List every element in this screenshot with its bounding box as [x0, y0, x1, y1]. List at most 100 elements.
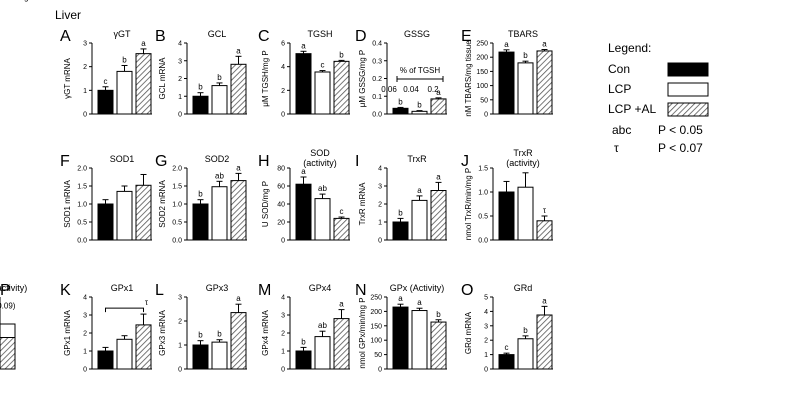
significance-letter: b — [198, 331, 203, 340]
y-tick-label: 1.5 — [77, 184, 87, 191]
y-tick-label: 150 — [476, 69, 488, 76]
bar-con — [392, 306, 409, 370]
y-tick-label: 4 — [378, 166, 382, 173]
bar-lcp-al — [230, 180, 247, 241]
bar-con — [97, 350, 114, 370]
bar-lcp-al — [135, 53, 152, 115]
significance-letter: a — [236, 46, 241, 55]
y-tick-label: 50 — [480, 97, 488, 104]
bar-con — [97, 89, 114, 115]
significance-letter: b — [339, 50, 344, 59]
bar-con — [392, 107, 409, 115]
significance-letter: c — [104, 77, 108, 86]
chart-f: F SOD1 0.0 0.5 1.0 1.5 2.0 SOD1 mRNA — [60, 153, 152, 245]
significance-letter: ab — [318, 321, 327, 330]
legend-note-symbol-tau: τ — [614, 141, 619, 155]
significance-letter: τ — [543, 206, 547, 215]
legend-title: Legend: — [608, 41, 651, 55]
annotation-value: 0.04 — [403, 85, 419, 94]
y-tick-label: 0 — [83, 112, 87, 119]
y-tick-label: 2 — [178, 319, 182, 326]
chart-title: SOD1 — [110, 154, 135, 164]
y-tick-label: 100 — [476, 83, 488, 90]
y-tick-label: 2 — [378, 202, 382, 209]
y-tick-label: 0 — [178, 112, 182, 119]
y-tick-label: 1.5 — [172, 184, 182, 191]
y-tick-label: 3 — [281, 313, 285, 320]
panel-letter: M — [258, 282, 271, 299]
y-tick-label: 4 — [83, 295, 87, 302]
annotation-value: 0.06 — [381, 85, 397, 94]
y-tick-label: 4 — [178, 41, 182, 48]
bar-lcp-al — [230, 312, 247, 370]
y-tick-label: 0 — [83, 367, 87, 374]
significance-letter: a — [504, 40, 509, 49]
legend-swatch-con — [667, 62, 709, 77]
bar-con — [192, 344, 209, 370]
bar-lcp-al — [536, 220, 553, 241]
y-axis-label: GPx1 mRNA — [63, 309, 72, 355]
bracket-label: (P=0.09) — [0, 302, 16, 311]
bar-lcp-al — [430, 321, 447, 370]
significance-letter: a — [436, 88, 441, 97]
y-axis-label: nmol GRd/min/mg P — [0, 0, 36, 2]
y-tick-label: 4 — [484, 309, 488, 316]
y-tick-label: 2 — [484, 338, 488, 345]
y-axis-label: GPx4 mRNA — [261, 309, 270, 355]
annotation-value: 0.2 — [427, 85, 439, 94]
y-tick-label: 0.5 — [77, 220, 87, 227]
bar-con — [498, 51, 515, 115]
chart-o: O GRd 0 1 2 3 4 5 GRd mRNA c b a — [461, 282, 553, 374]
chart-i: I TrxR 0 1 2 3 4 TrxR mRNA b a a — [355, 153, 447, 245]
significance-letter: a — [542, 40, 547, 49]
significance-letter: a — [417, 298, 422, 307]
y-tick-label: 1 — [83, 349, 87, 356]
significance-letter: b — [523, 51, 528, 60]
y-axis-label: μM TGSH/mg P — [261, 50, 270, 106]
bar-con — [498, 191, 515, 241]
y-tick-label: 0 — [378, 238, 382, 245]
chart-b: B GCL 0 1 2 3 4 GCL mRNA b b a — [155, 28, 247, 119]
y-axis-label: γGT mRNA — [63, 57, 72, 98]
bar-lcp-al — [536, 50, 553, 115]
bar-lcp — [116, 70, 133, 115]
chart-h: H SOD(activity) 0 20 40 60 80 U SOD/mg P a ab c — [258, 148, 350, 245]
y-tick-label: 1 — [83, 88, 87, 95]
y-tick-label: 1 — [378, 220, 382, 227]
y-tick-label: 1 — [281, 349, 285, 356]
significance-letter: a — [301, 41, 306, 50]
y-tick-label: 3 — [83, 41, 87, 48]
bar-lcp — [517, 338, 534, 370]
chart-l: L GPx3 0 1 2 3 GPx3 mRNA b b a — [155, 282, 247, 374]
y-tick-label: 1.0 — [172, 202, 182, 209]
legend-note-text-abc: P < 0.05 — [658, 123, 703, 137]
significance-letter: b — [523, 326, 528, 335]
bar-con — [192, 95, 209, 115]
bar-lcp — [211, 341, 228, 370]
chart-title: GPx1 — [111, 283, 134, 293]
y-tick-label: 250 — [370, 295, 382, 302]
bar-lcp-al — [430, 98, 447, 115]
y-tick-label: 3 — [178, 295, 182, 302]
bar-lcp-al — [230, 63, 247, 115]
y-tick-label: 0 — [178, 367, 182, 374]
panel-letter: I — [355, 153, 359, 170]
bar-lcp-al — [333, 318, 350, 370]
y-tick-label: 3 — [378, 184, 382, 191]
y-tick-label: 100 — [370, 338, 382, 345]
bar-con — [498, 354, 515, 370]
y-tick-label: 2.0 — [77, 166, 87, 173]
panel-letter: N — [355, 282, 367, 299]
y-axis-label: SOD1 mRNA — [63, 180, 72, 228]
y-tick-label: 1.0 — [478, 190, 488, 197]
significance-letter: ab — [215, 171, 224, 180]
significance-letter: b — [398, 97, 403, 106]
bar-con — [295, 350, 312, 370]
y-tick-label: 4 — [281, 64, 285, 71]
significance-letter: b — [301, 337, 306, 346]
chart-title: SOD — [310, 148, 330, 158]
y-tick-label: 80 — [277, 166, 285, 173]
chart-title: GRd (activity) — [0, 283, 27, 293]
chart-d: D GSSG 0.0 0.1 0.2 0.3 0.4 μM GSSG/mg P b b a % of … — [355, 28, 447, 119]
bar-lcp — [211, 186, 228, 241]
